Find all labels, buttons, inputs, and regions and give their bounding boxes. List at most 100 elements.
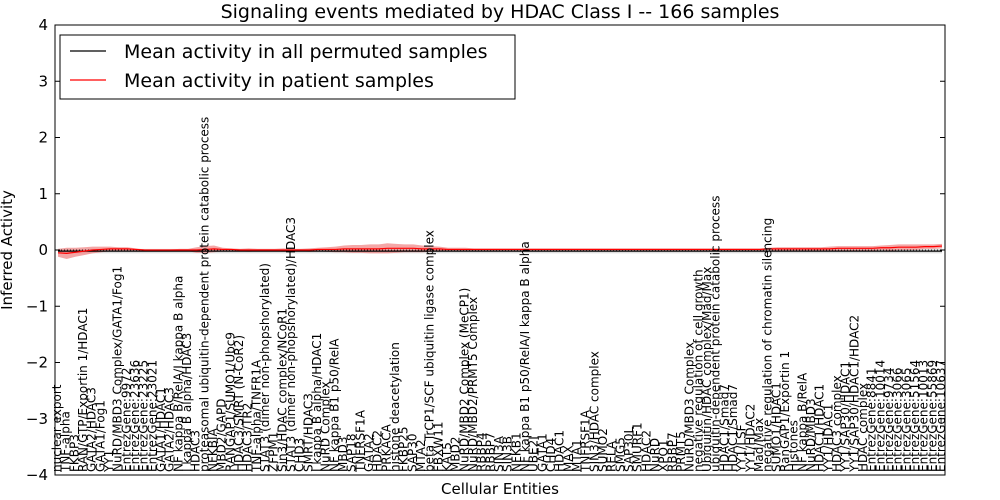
category-label: HDAC3 complex bbox=[830, 375, 844, 472]
category-label: NFKB1 bbox=[509, 432, 523, 472]
y-axis: −4 −3 −2 −1 0 1 2 3 4 bbox=[26, 16, 945, 484]
legend: Mean activity in all permuted samples Me… bbox=[59, 34, 516, 100]
x-axis-label: Cellular Entities bbox=[441, 480, 559, 498]
category-label: GATA2/HDAC3 bbox=[85, 387, 99, 472]
category-label: XPO1 bbox=[657, 439, 671, 472]
category-label: UBE2I bbox=[527, 436, 541, 472]
category-label: proteasomal ubiquitin-dependent protein … bbox=[197, 117, 211, 472]
category-label: NuRD/MBD2/PRMT5 Complex bbox=[466, 297, 480, 472]
category-label: HDAC1/Smad7 bbox=[726, 384, 740, 472]
category-label: Mad/Max bbox=[752, 418, 766, 472]
category-label: RANGAP1/SUMO1/Ubc9 bbox=[223, 332, 237, 472]
category-label: histone deacetylation bbox=[388, 342, 402, 472]
category-label: TNFRSF1A bbox=[579, 409, 593, 473]
category-label: ZFPM1 bbox=[267, 432, 281, 472]
category-label: HDAC1/Smad7 bbox=[717, 384, 731, 472]
category-label: HDAC1/HDAC1 bbox=[813, 384, 827, 472]
category-label: HDAC2 bbox=[371, 430, 385, 472]
category-label: ubiquitin-dependent protein catabolic pr… bbox=[709, 196, 723, 472]
category-label: SUMO2 bbox=[596, 428, 610, 472]
category-label: HDAC complex bbox=[856, 383, 870, 472]
y-axis-label: Inferred Activity bbox=[0, 190, 16, 310]
category-label: NFKBIA bbox=[206, 427, 220, 472]
category-label: EntrezGene:3065 bbox=[899, 368, 913, 473]
category-label: SAP30L bbox=[622, 426, 636, 472]
y-tick-label: −3 bbox=[26, 410, 48, 428]
y-tick-label: 1 bbox=[38, 185, 48, 203]
category-label: TNF-alpha/TNFR1A bbox=[249, 359, 263, 473]
category-label: HDAC3/SMRT (N-CoR2) bbox=[232, 335, 246, 472]
category-label: PRMT5 bbox=[674, 431, 688, 472]
category-label: EntrezGene:8841 bbox=[865, 368, 879, 473]
category-label: HDAC2 bbox=[639, 430, 653, 472]
category-label: NF kappa B1 p50/RelA/I kappa B alpha bbox=[518, 241, 532, 472]
category-label: Ubiquitin/HDAC complex/Mad/Max bbox=[700, 267, 714, 472]
category-label: NF kappa B1 p50/RelA bbox=[327, 338, 341, 472]
y-tick-label: −1 bbox=[26, 297, 48, 315]
category-label: SMRT/HDAC3 bbox=[301, 393, 315, 472]
legend-box bbox=[59, 34, 516, 100]
category-label: SIN3/HDAC complex bbox=[587, 351, 601, 472]
legend-patient-label: Mean activity in patient samples bbox=[124, 70, 434, 92]
category-label: EntrezGene:3066 bbox=[891, 368, 905, 473]
category-label: FKBP25 bbox=[397, 426, 411, 472]
category-label: EntrezGene:23021 bbox=[145, 360, 159, 472]
category-label: FKBP3 bbox=[67, 434, 81, 472]
category-label: beta TrCP1/SCF ubiquitin ligase complex bbox=[423, 230, 437, 472]
y-tick-label: 3 bbox=[38, 72, 48, 90]
category-label: NF kappa B/RelA bbox=[795, 372, 809, 472]
category-label: MBD3 bbox=[336, 437, 350, 472]
category-label: KAT5 bbox=[440, 442, 454, 472]
category-label: FBXW11 bbox=[431, 422, 445, 473]
category-label: EntrezGene:55869 bbox=[925, 360, 939, 472]
category-label: MTA1 bbox=[570, 439, 584, 472]
category-label: NuRD/MBD3 bbox=[804, 398, 818, 472]
category-label: Histones bbox=[787, 420, 801, 472]
category-label: EntrezGene:9734 bbox=[882, 368, 896, 473]
category-label: RBBP7 bbox=[665, 432, 679, 472]
category-label: GATA2/HDAC3 bbox=[163, 387, 177, 472]
category-label: MBD2/GAPD bbox=[215, 399, 229, 473]
category-label: GATA2 bbox=[362, 433, 376, 472]
category-label: RBBP7 bbox=[483, 432, 497, 472]
category-label: STAT3 (dimer non-phopshorylated) bbox=[258, 263, 272, 472]
category-label: NuRD Complex bbox=[319, 381, 333, 472]
category-label: NuRD/MBD3 Complex bbox=[683, 342, 697, 472]
category-label: RELA bbox=[605, 440, 619, 472]
category-label: YY1/HDAC2 bbox=[743, 404, 757, 473]
category-label: nuclear export bbox=[50, 384, 64, 472]
category-label: SUMO1/HDAC1 bbox=[769, 382, 783, 472]
category-label: MBD2 bbox=[449, 437, 463, 472]
legend-permuted-label: Mean activity in all permuted samples bbox=[124, 41, 487, 63]
category-label: HDAC1 bbox=[553, 430, 567, 472]
category-label: EntrezGene:51564 bbox=[908, 360, 922, 472]
category-label: MTA2 bbox=[414, 439, 428, 472]
category-label: YY1/HDAC1 bbox=[821, 404, 835, 473]
category-label: CHD4 bbox=[544, 438, 558, 472]
category-label: SMG5 bbox=[613, 437, 627, 472]
y-tick-label: −2 bbox=[26, 354, 48, 372]
category-label: PRKACA bbox=[379, 423, 393, 472]
category-label: GATA1/HDAC1 bbox=[154, 387, 168, 472]
y-tick-label: 4 bbox=[38, 16, 48, 34]
category-label: SIN3B bbox=[501, 436, 515, 472]
category-label: I kappa B alpha/HDAC1 bbox=[310, 333, 324, 472]
category-label: YY1/SAP30/HDAC1/HDAC2 bbox=[847, 315, 861, 473]
category-label: SAP30 bbox=[405, 433, 419, 472]
category-label: EntrezGene:23225 bbox=[137, 360, 151, 472]
plot-area bbox=[55, 243, 945, 259]
y-tick-label: 0 bbox=[38, 241, 48, 259]
category-label: NuRD/MBD2 Complex (MeCP1) bbox=[457, 288, 471, 472]
y-tick-label: 2 bbox=[38, 129, 48, 147]
category-label: EntrezGene:9972 bbox=[119, 368, 133, 473]
category-label: Sin3/HDAC complex/NCoR1 bbox=[275, 308, 289, 472]
category-label: GATA1/Fog1 bbox=[93, 400, 107, 472]
category-label: MAX bbox=[561, 445, 575, 472]
category-label: EntrezGene:10013 bbox=[917, 360, 931, 472]
category-label: RAN/GTP/Exportin 1/HDAC1 bbox=[76, 308, 90, 472]
y-tick-label: −4 bbox=[26, 466, 48, 484]
category-label: TNFRSF1A bbox=[353, 409, 367, 473]
category-label: YY1 bbox=[102, 450, 116, 473]
category-label: HDAC3/TR2 bbox=[241, 403, 255, 472]
